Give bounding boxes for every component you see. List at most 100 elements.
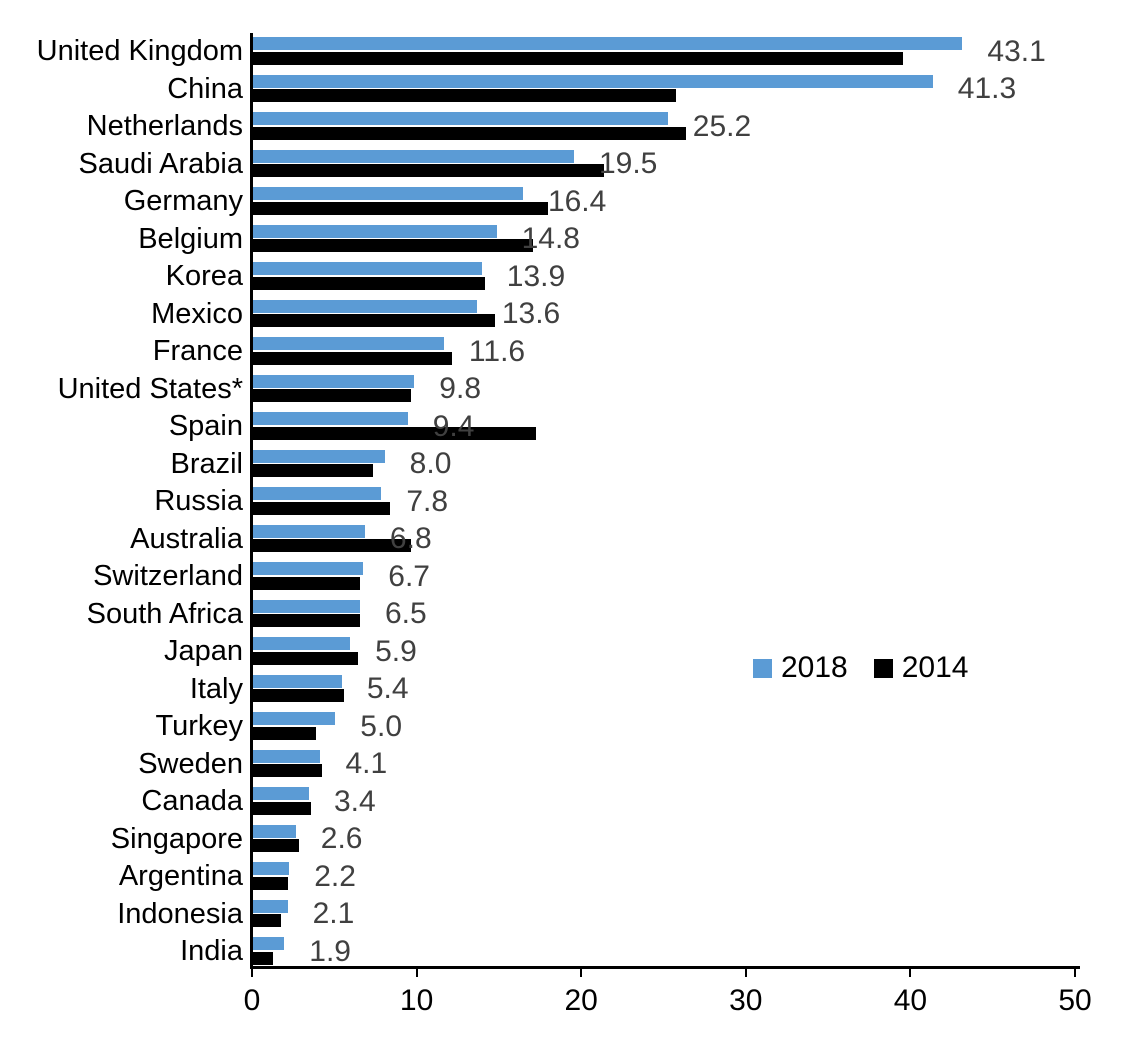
data-label-2018: 19.5 [598,147,658,181]
bar-2014 [253,651,359,665]
bar-2018 [253,599,360,613]
y-axis-line [250,33,253,969]
bar-2018 [253,149,574,163]
category-label: Switzerland [93,560,243,593]
bar-2018 [253,899,288,913]
data-label-2018: 25.2 [692,109,752,143]
data-label-2018: 16.4 [547,184,607,218]
legend-entry-2018: 2018 [753,653,848,683]
bar-2018 [253,937,285,950]
x-tick-label: 50 [1058,984,1092,1017]
category-label: Sweden [138,747,243,780]
data-label-2018: 2.1 [312,897,355,931]
data-label-2018: 8.0 [409,447,452,481]
data-label-2018: 43.1 [987,34,1046,68]
bar-2014 [253,689,344,702]
data-label-2018: 5.9 [375,634,417,668]
legend-label: 2014 [901,651,969,684]
legend-entry-2014: 2014 [873,651,969,684]
x-tick-mark [415,966,418,977]
x-tick-label: 30 [729,984,763,1017]
bar-2018 [253,449,385,463]
category-label: United Kingdom [36,35,243,68]
bar-2018 [253,862,290,875]
x-tick-mark [580,966,583,977]
category-label: Korea [165,260,243,293]
x-tick-label: 10 [399,984,434,1017]
bar-2014 [253,201,548,215]
bar-2018 [253,562,364,575]
category-label: Indonesia [117,897,243,930]
data-label-2018: 2.2 [314,859,356,893]
data-label-2018: 6.5 [384,597,427,631]
data-label-2018: 4.1 [345,747,388,781]
x-tick-label: 0 [243,984,261,1017]
legend-label: 2018 [781,651,848,684]
bar-2014 [253,501,390,515]
bar-2018 [253,337,444,350]
bar-2014 [253,839,300,852]
x-tick-mark [251,966,253,977]
data-label-2018: 13.9 [506,259,566,293]
bar-2018 [253,487,382,500]
bar-2018 [253,37,963,50]
bar-2014 [253,351,453,365]
x-tick-mark [909,966,912,977]
x-tick-mark [744,966,747,977]
category-label: Brazil [170,447,243,480]
data-label-2018: 6.8 [389,522,432,556]
bar-2018 [253,824,296,838]
data-label-2018: 13.6 [501,297,561,331]
bar-2018 [253,749,321,763]
category-label: Russia [154,485,243,518]
bar-2014 [253,164,604,177]
data-label-2018: 5.0 [360,709,403,743]
bar-2018 [253,187,523,200]
bar-2018 [253,674,342,688]
data-label-2018: 3.4 [333,784,376,818]
bar-2014 [253,614,360,627]
category-label: Belgium [138,222,243,255]
bar-2018 [253,224,497,238]
x-tick-mark [1074,966,1076,977]
bar-2014 [253,426,537,440]
category-label: Italy [189,672,243,705]
category-label: Germany [123,185,243,218]
data-label-2018: 9.4 [432,409,475,443]
bar-2014 [253,726,316,740]
data-label-2018: 5.4 [366,672,409,706]
legend-swatch-icon [753,658,772,678]
bar-2014 [253,914,281,927]
bar-2014 [253,239,533,252]
category-label: Mexico [151,297,243,330]
data-label-2018: 14.8 [521,222,580,256]
bar-2014 [253,951,273,965]
data-label-2018: 1.9 [309,934,351,968]
category-label: Spain [168,410,243,443]
data-label-2018: 7.8 [406,484,449,518]
bar-2014 [253,126,686,140]
bar-2014 [253,576,360,590]
bar-2014 [253,764,323,777]
bar-2014 [253,89,677,102]
data-label-2018: 41.3 [957,72,1017,106]
data-label-2018: 11.6 [468,334,526,368]
bar-2018 [253,74,933,88]
data-label-2018: 2.6 [320,822,363,856]
category-label: Argentina [118,860,243,893]
category-label: Singapore [110,822,243,855]
bar-2018 [253,787,309,800]
bar-2018 [253,412,408,425]
category-label: Netherlands [86,110,243,143]
category-label: India [180,935,243,968]
bar-2014 [253,876,288,890]
category-label: France [152,335,243,368]
category-label: Turkey [155,710,243,743]
legend-swatch-icon [873,658,893,678]
x-tick-label: 20 [564,984,598,1017]
bar-2014 [253,801,311,815]
data-label-2018: 9.8 [439,372,482,406]
bar-2014 [253,539,412,552]
category-label: China [167,72,243,105]
bar-2018 [253,524,365,538]
